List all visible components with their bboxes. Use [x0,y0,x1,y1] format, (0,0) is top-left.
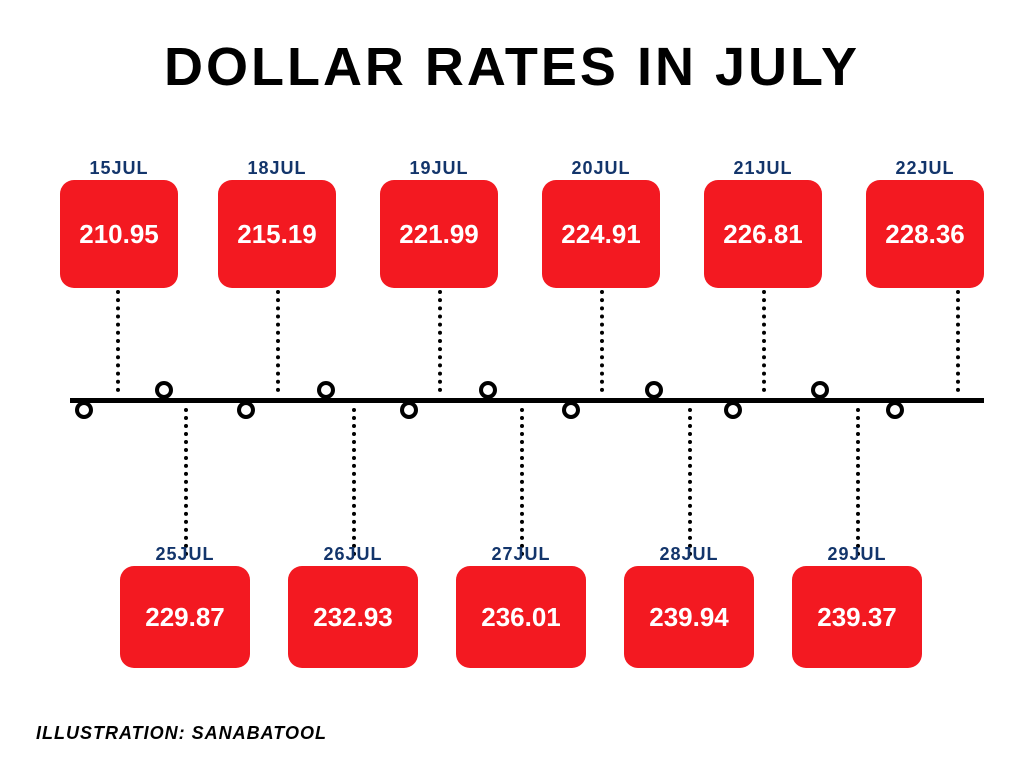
rate-box: 210.95 [60,180,178,288]
chart-title: DOLLAR RATES IN JULY [0,36,1024,98]
connector-line [688,408,692,556]
rate-box: 239.37 [792,566,922,668]
connector-line [116,290,120,392]
connector-line [956,290,960,392]
date-label: 19JUL [409,158,468,179]
connector-line [856,408,860,556]
timeline-marker [724,401,742,419]
timeline-marker [75,401,93,419]
connector-line [762,290,766,392]
timeline-marker [155,381,173,399]
timeline-marker [400,401,418,419]
date-label: 21JUL [733,158,792,179]
timeline-marker [317,381,335,399]
rate-box: 215.19 [218,180,336,288]
timeline-axis [70,398,984,403]
rate-box: 226.81 [704,180,822,288]
rate-value: 210.95 [79,219,159,250]
rate-value: 228.36 [885,219,965,250]
connector-line [520,408,524,556]
date-label: 25JUL [155,544,214,565]
timeline-marker [811,381,829,399]
rate-value: 221.99 [399,219,479,250]
connector-line [600,290,604,392]
date-label: 18JUL [247,158,306,179]
rate-box: 239.94 [624,566,754,668]
date-label: 29JUL [827,544,886,565]
rate-value: 236.01 [481,602,561,633]
date-label: 26JUL [323,544,382,565]
date-label: 27JUL [491,544,550,565]
rate-value: 239.37 [817,602,897,633]
illustration-credit: ILLUSTRATION: SANABATOOL [36,723,327,744]
connector-line [276,290,280,392]
rate-value: 239.94 [649,602,729,633]
rate-value: 229.87 [145,602,225,633]
rate-value: 226.81 [723,219,803,250]
rate-box: 221.99 [380,180,498,288]
rate-value: 232.93 [313,602,393,633]
date-label: 22JUL [895,158,954,179]
rate-box: 236.01 [456,566,586,668]
timeline-marker [886,401,904,419]
timeline-marker [562,401,580,419]
rate-box: 224.91 [542,180,660,288]
connector-line [438,290,442,392]
rate-box: 228.36 [866,180,984,288]
date-label: 28JUL [659,544,718,565]
timeline-marker [479,381,497,399]
date-label: 20JUL [571,158,630,179]
rate-value: 224.91 [561,219,641,250]
rate-box: 229.87 [120,566,250,668]
rate-value: 215.19 [237,219,317,250]
timeline-marker [645,381,663,399]
connector-line [352,408,356,556]
date-label: 15JUL [89,158,148,179]
timeline-marker [237,401,255,419]
connector-line [184,408,188,556]
rate-box: 232.93 [288,566,418,668]
